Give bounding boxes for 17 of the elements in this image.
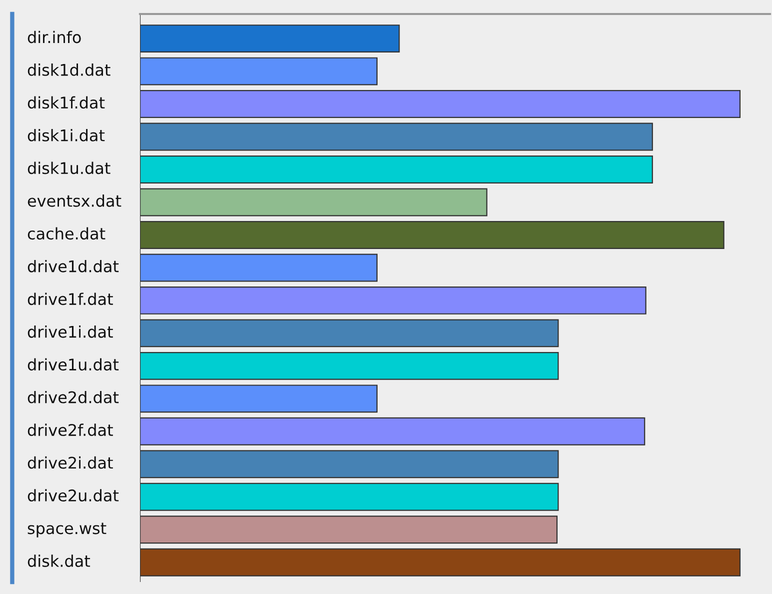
y-tick-label: disk.dat: [28, 554, 90, 567]
y-tick-label: drive2i.dat: [28, 456, 113, 469]
y-tick-label: dir.info: [28, 30, 81, 44]
y-tick-label: drive2d.dat: [28, 390, 119, 404]
y-tick-label: drive1f.dat: [28, 292, 113, 306]
y-tick-label: space.wst: [28, 522, 106, 538]
y-tick-label: disk1d.dat: [28, 64, 110, 76]
y-tick-label: eventsx.dat: [28, 194, 122, 207]
y-tick-label: disk1u.dat: [28, 162, 110, 174]
y-tick-label: drive1i.dat: [28, 325, 113, 338]
y-tick-label: drive2u.dat: [28, 489, 119, 502]
y-tick-label: disk1i.dat: [28, 129, 105, 142]
y-tick-label: disk1f.dat: [28, 96, 105, 109]
y-tick-label: drive1u.dat: [28, 358, 119, 371]
y-tick-label: drive2f.dat: [28, 424, 113, 436]
y-tick-label: cache.dat: [28, 227, 106, 240]
y-tick-label: drive1d.dat: [28, 260, 119, 272]
